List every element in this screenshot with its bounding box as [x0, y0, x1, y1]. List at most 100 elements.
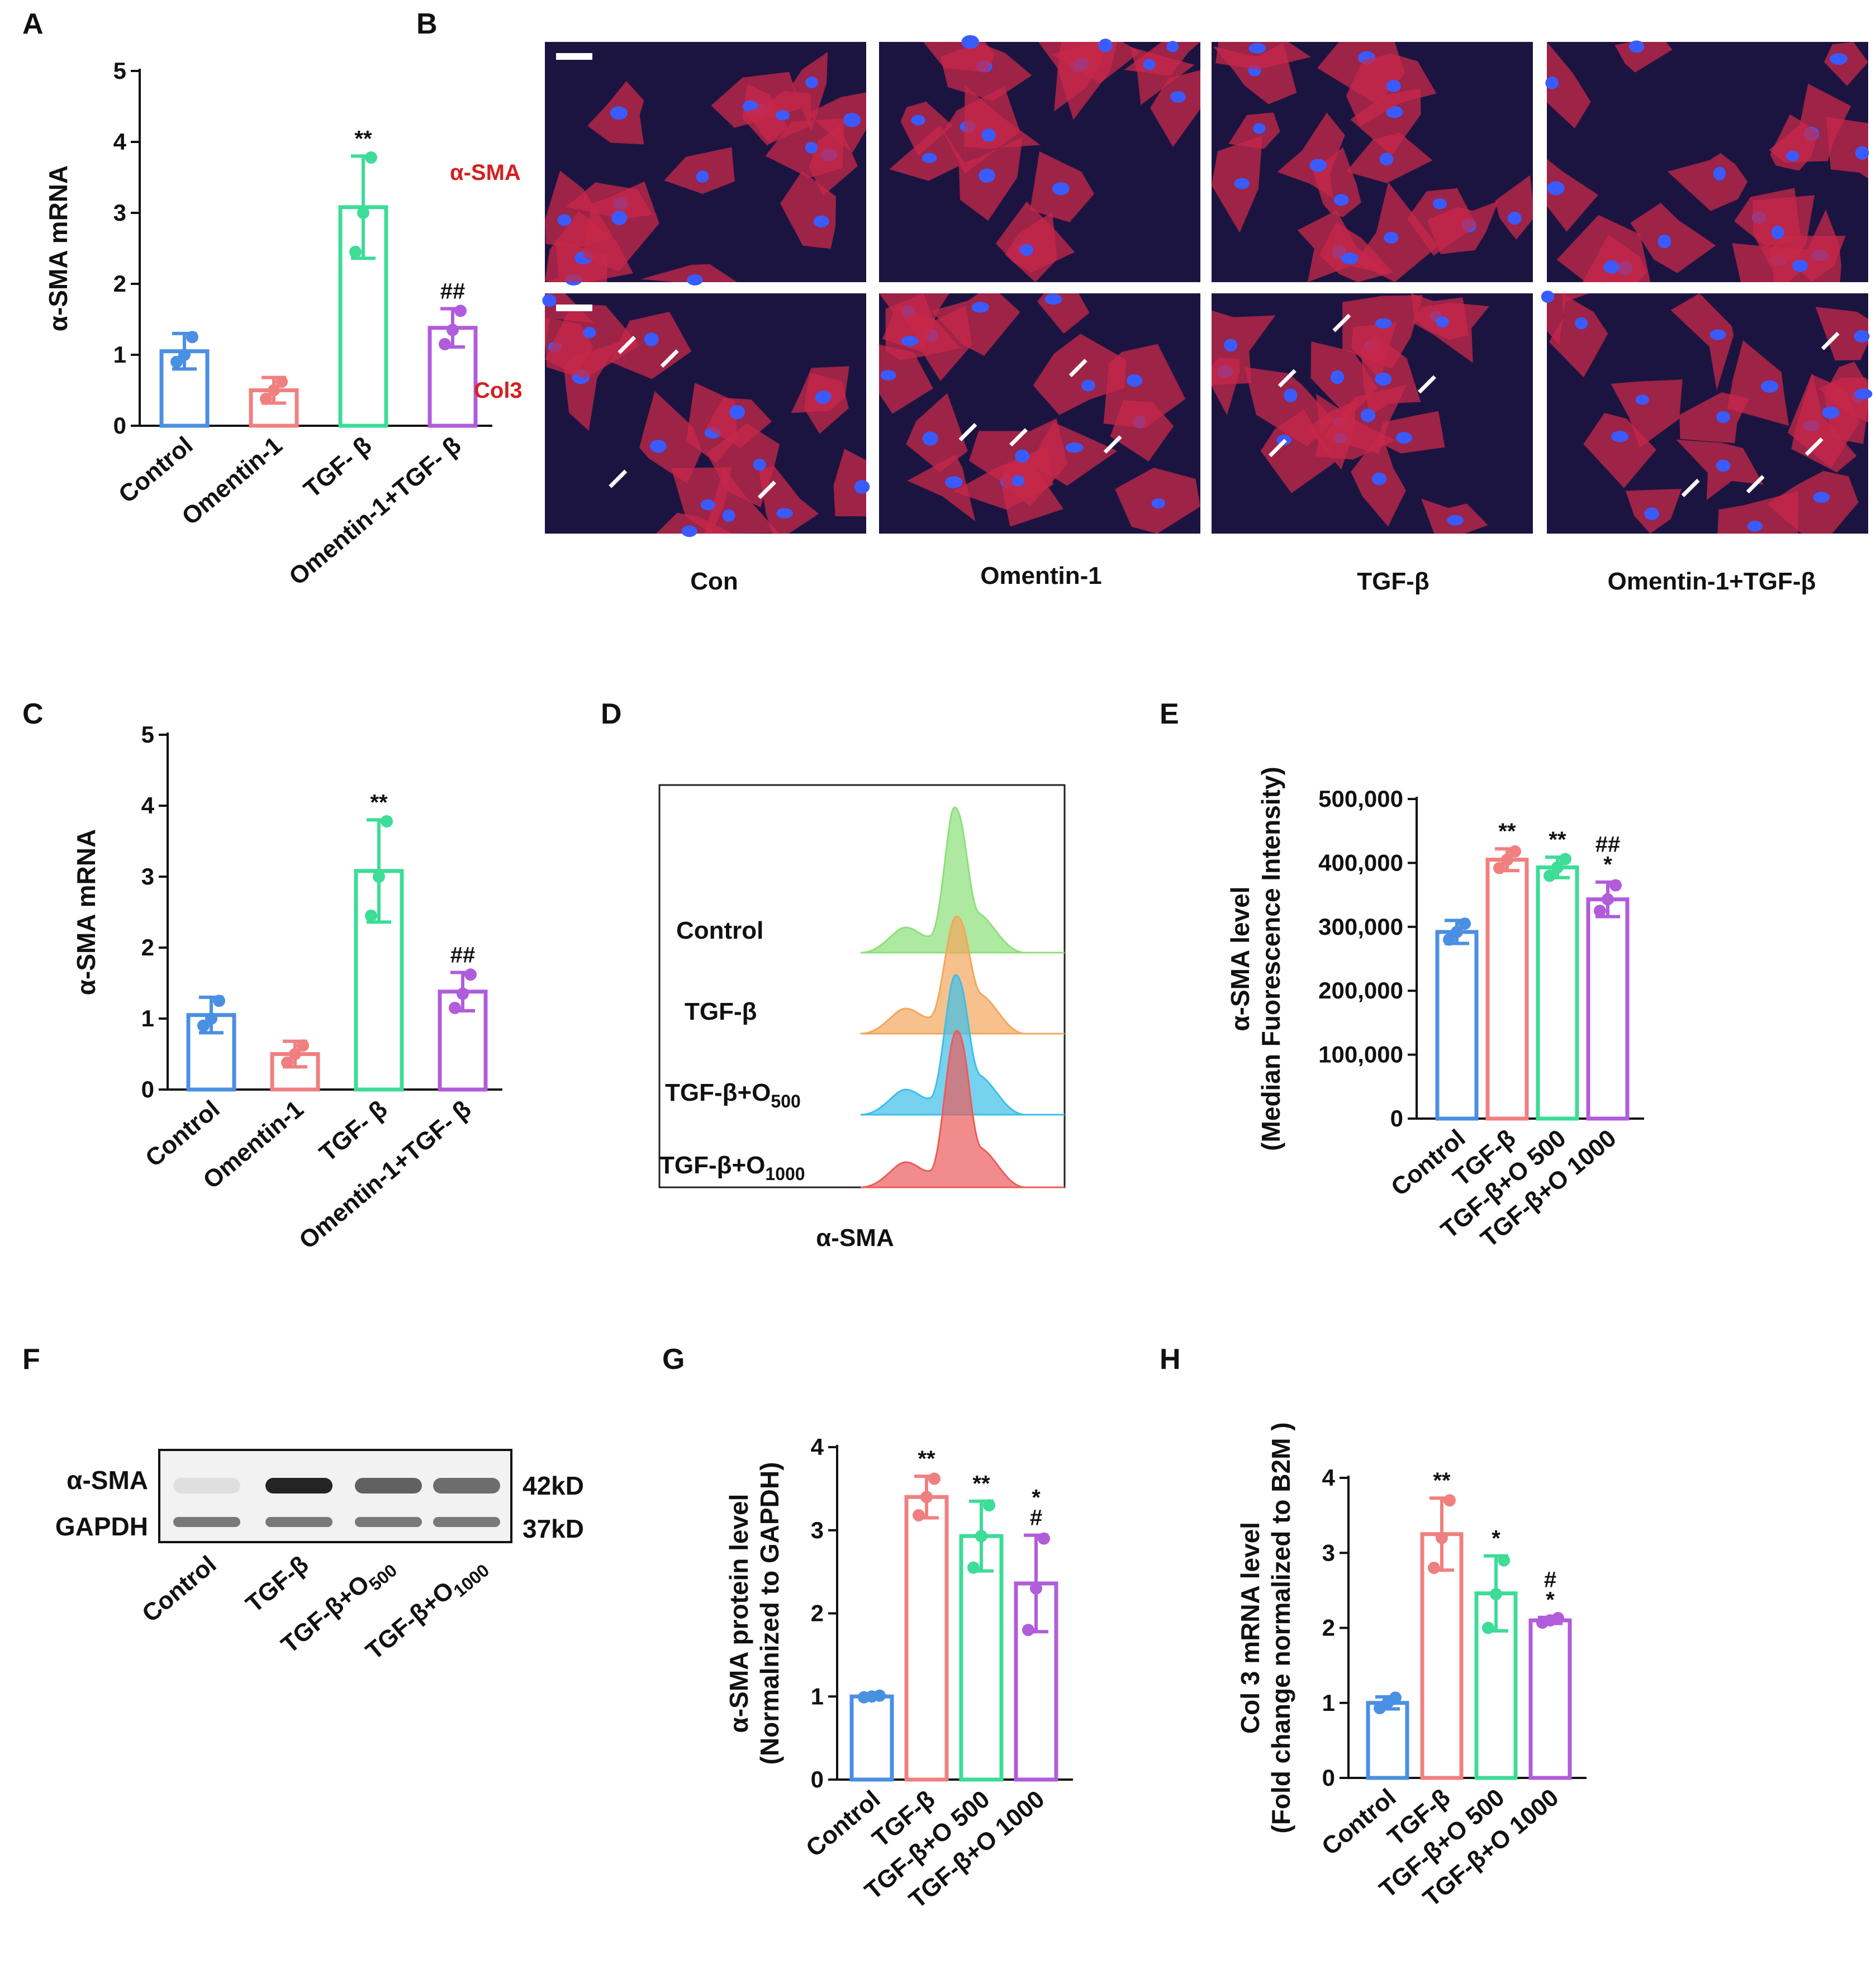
cell-nucleus	[854, 480, 870, 494]
cell-cytoskeleton	[656, 512, 733, 534]
significance-label: ##	[440, 279, 466, 303]
y-axis-title: Col 3 mRNA level	[1236, 1522, 1265, 1734]
cell-nucleus	[981, 129, 996, 142]
cell-cytoskeleton	[1378, 411, 1445, 454]
cell-nucleus	[696, 170, 709, 183]
bar	[904, 1495, 949, 1782]
cell-nucleus	[1716, 459, 1731, 472]
cell-cytoskeleton	[907, 454, 976, 521]
significance-label: **	[354, 126, 372, 151]
cell-cytoskeleton	[1260, 409, 1335, 493]
cell-nucleus	[1065, 442, 1084, 453]
data-point	[967, 1561, 980, 1574]
data-point	[276, 375, 288, 388]
cell-nucleus	[1395, 432, 1412, 444]
data-point	[357, 207, 369, 219]
category-label: Control	[801, 1785, 885, 1862]
gapdh-band	[433, 1517, 500, 1527]
cell-nucleus	[776, 508, 793, 519]
cell-nucleus	[1813, 492, 1830, 503]
y-tick-label: 0	[141, 1076, 154, 1102]
cell-nucleus	[1284, 388, 1298, 402]
panel-letter-d: D	[601, 698, 622, 730]
y-tick-label: 200,000	[1318, 977, 1403, 1003]
data-point	[983, 1499, 995, 1512]
cell-nucleus	[961, 35, 980, 49]
cell-cytoskeleton	[1824, 42, 1868, 86]
chart-g-alpha-sma-protein: 0 1 2 3 4 α-SMA protein level (Normalnized to …	[724, 1434, 1073, 1914]
cell-nucleus	[650, 440, 667, 453]
cell-nucleus	[1432, 198, 1447, 210]
column-label-con: Con	[690, 568, 738, 595]
arrow-indicator	[1068, 359, 1087, 378]
cell-cytoskeleton	[791, 51, 828, 131]
y-tick-label: 0	[1322, 1765, 1335, 1791]
cell-cytoskeleton	[1614, 42, 1673, 73]
cell-nucleus	[1854, 388, 1873, 399]
y-tick-label: 3	[811, 1517, 824, 1543]
micrograph-alpha-sma-4	[1545, 40, 1869, 282]
data-point	[1389, 1691, 1402, 1704]
data-point	[1609, 879, 1622, 892]
significance-label: *	[1546, 1588, 1555, 1613]
cell-nucleus	[1170, 91, 1186, 103]
scale-bar	[556, 53, 592, 60]
cell-nucleus	[1386, 106, 1403, 118]
band-label-gapdh: GAPDH	[55, 1512, 148, 1541]
cell-nucleus	[610, 106, 628, 120]
data-point	[260, 392, 272, 405]
arrow-indicator	[1103, 435, 1122, 454]
cell-nucleus	[1020, 244, 1034, 256]
alpha-sma-band	[433, 1478, 500, 1494]
cell-nucleus	[722, 509, 735, 522]
gapdh-band	[355, 1517, 422, 1527]
data-point	[464, 968, 477, 981]
category-label: TGF- β	[298, 431, 377, 503]
y-tick-label: 5	[113, 58, 126, 84]
cell-nucleus	[1786, 150, 1799, 161]
y-tick-label: 5	[141, 721, 154, 748]
arrow-indicator	[1277, 369, 1296, 388]
data-point	[439, 337, 451, 350]
cell-cytoskeleton	[640, 264, 737, 282]
histogram-curve	[860, 806, 1026, 954]
cell-nucleus	[1166, 41, 1179, 53]
panel-f-western-blot: α-SMA GAPDH 42kD 37kD Control TGF-βTGF-β+…	[55, 1449, 584, 1669]
data-point	[447, 324, 459, 336]
cell-nucleus	[1309, 159, 1327, 172]
cell-cytoskeleton	[706, 397, 772, 449]
y-tick-label: 4	[141, 792, 155, 819]
category-label: Control	[1317, 1783, 1401, 1861]
cell-cytoskeleton	[1767, 470, 1859, 534]
cell-nucleus	[1151, 498, 1166, 508]
cell-nucleus	[901, 336, 919, 346]
cell-nucleus	[805, 141, 818, 154]
y-tick-label: 4	[811, 1434, 824, 1460]
cell-nucleus	[1854, 330, 1870, 343]
y-tick-label: 2	[141, 934, 154, 960]
cell-cytoskeleton	[1815, 307, 1868, 361]
cell-nucleus	[1761, 380, 1779, 393]
data-point	[373, 871, 385, 883]
cell-nucleus	[1379, 153, 1394, 166]
cell-cytoskeleton	[1215, 42, 1311, 70]
cell-cytoskeleton	[1670, 293, 1734, 391]
cell-cytoskeleton	[1770, 114, 1819, 171]
bar	[1528, 1618, 1572, 1780]
y-axis-subtitle: (Median Fuorescence Intensity)	[1256, 767, 1285, 1151]
alpha-sma-band	[173, 1478, 240, 1494]
cell-nucleus	[542, 294, 557, 307]
y-tick-label: 0	[1390, 1105, 1403, 1131]
cell-cytoskeleton	[664, 147, 735, 194]
cell-nucleus	[922, 153, 937, 163]
data-point	[1509, 845, 1521, 858]
cell-nucleus	[1747, 521, 1763, 532]
data-point	[1498, 1554, 1510, 1567]
y-tick-label: 3	[141, 863, 154, 890]
data-point	[1428, 1562, 1440, 1575]
scale-bar	[556, 305, 592, 311]
data-point	[1030, 1582, 1042, 1595]
cell-nucleus	[1635, 394, 1649, 405]
